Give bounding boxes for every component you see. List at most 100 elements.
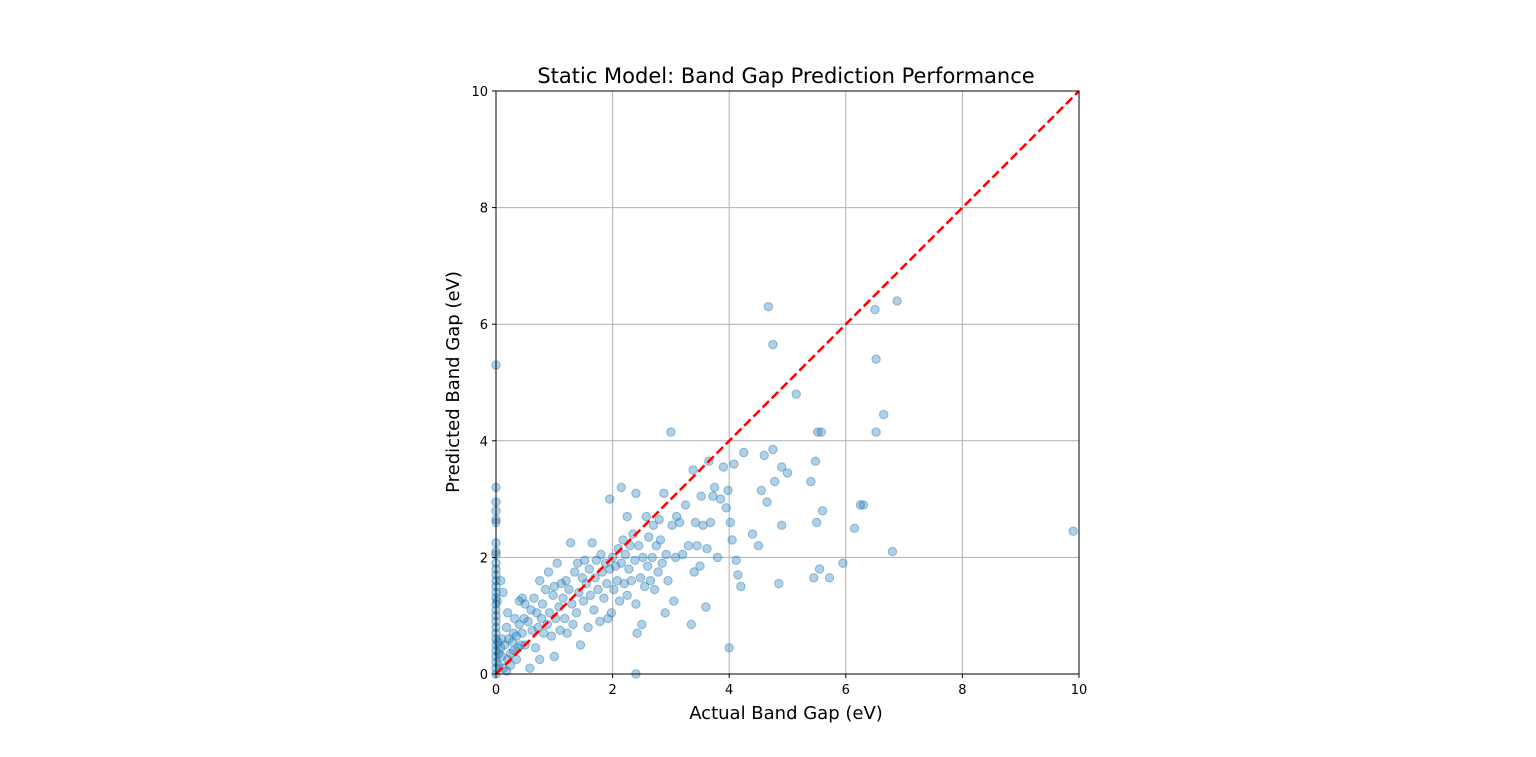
data-point: [614, 596, 625, 606]
x-tick-label: 4: [725, 683, 733, 698]
data-point: [661, 549, 671, 560]
data-point: [768, 339, 778, 350]
data-point: [770, 476, 780, 487]
data-point: [715, 494, 726, 504]
data-point: [514, 596, 524, 606]
data-point: [537, 599, 548, 609]
data-point: [508, 628, 519, 638]
data-point: [497, 651, 507, 662]
data-point: [511, 631, 522, 641]
data-point: [579, 555, 590, 565]
data-point: [729, 459, 739, 469]
data-point: [501, 666, 512, 676]
data-point: [618, 535, 628, 545]
data-point: [555, 625, 565, 635]
data-point: [532, 608, 542, 618]
data-point: [871, 427, 881, 437]
data-point: [642, 561, 653, 571]
data-point: [494, 648, 504, 659]
data-point: [1068, 526, 1078, 536]
y-axis-label: Predicted Band Gap (eV): [443, 271, 464, 493]
data-point: [683, 541, 694, 551]
data-point: [768, 444, 778, 455]
data-point: [603, 613, 613, 624]
data-points: [491, 296, 1078, 679]
data-point: [500, 640, 510, 650]
data-point: [606, 608, 617, 618]
data-point: [616, 482, 626, 493]
data-point: [523, 616, 533, 627]
y-tick-label: 0: [480, 668, 488, 683]
data-point: [654, 514, 664, 525]
data-point: [572, 558, 583, 568]
data-point: [672, 511, 682, 522]
x-tick-label: 10: [1071, 683, 1088, 698]
data-point: [616, 558, 626, 568]
data-point: [577, 573, 587, 583]
data-point: [647, 552, 657, 563]
data-point: [497, 634, 507, 644]
data-point: [774, 578, 784, 589]
data-point: [708, 491, 718, 501]
data-point: [725, 517, 736, 528]
chart-title: Static Model: Band Gap Prediction Perfor…: [537, 64, 1034, 88]
data-point: [660, 608, 670, 618]
data-point: [619, 578, 629, 589]
data-point: [696, 491, 706, 501]
data-point: [718, 462, 729, 472]
data-point: [824, 573, 835, 583]
data-point: [731, 555, 741, 565]
data-point: [657, 558, 667, 568]
data-point: [529, 593, 539, 603]
data-point: [695, 561, 705, 571]
data-point: [630, 555, 640, 565]
data-point: [496, 576, 506, 586]
data-point: [535, 654, 545, 665]
data-point: [756, 485, 766, 496]
data-point: [587, 538, 597, 548]
data-point: [622, 590, 632, 600]
data-point: [727, 535, 737, 545]
data-point: [624, 564, 634, 574]
data-point: [690, 517, 701, 528]
data-point: [635, 573, 646, 583]
y-tick-label: 8: [480, 202, 488, 217]
data-point: [511, 654, 522, 665]
data-point: [571, 608, 582, 618]
data-point: [879, 409, 889, 420]
data-point: [620, 549, 631, 560]
data-point: [501, 622, 512, 633]
data-point: [677, 549, 688, 560]
data-point: [536, 613, 547, 624]
data-point: [561, 576, 571, 586]
x-axis-label: Actual Band Gap (eV): [689, 703, 883, 724]
data-point: [626, 576, 636, 586]
data-point: [637, 619, 647, 630]
data-point: [809, 573, 819, 583]
data-point: [698, 520, 708, 530]
data-point: [570, 567, 580, 577]
data-point: [659, 488, 669, 498]
data-point: [870, 304, 880, 315]
data-point: [596, 549, 606, 560]
x-tick-label: 8: [958, 683, 966, 698]
y-tick-label: 2: [480, 551, 488, 566]
data-point: [667, 520, 677, 530]
data-point: [558, 593, 568, 603]
data-point: [813, 427, 823, 437]
data-point: [724, 643, 734, 653]
data-point: [540, 584, 551, 595]
data-point: [609, 584, 619, 595]
data-point: [817, 506, 828, 516]
data-point: [585, 590, 596, 600]
data-point: [568, 619, 578, 630]
data-point: [640, 581, 650, 592]
data-point: [546, 631, 557, 641]
data-point: [526, 605, 536, 615]
x-tick-label: 2: [608, 683, 616, 698]
data-point: [631, 488, 641, 498]
data-point: [519, 613, 529, 624]
data-point: [560, 613, 570, 624]
data-point: [595, 616, 605, 627]
